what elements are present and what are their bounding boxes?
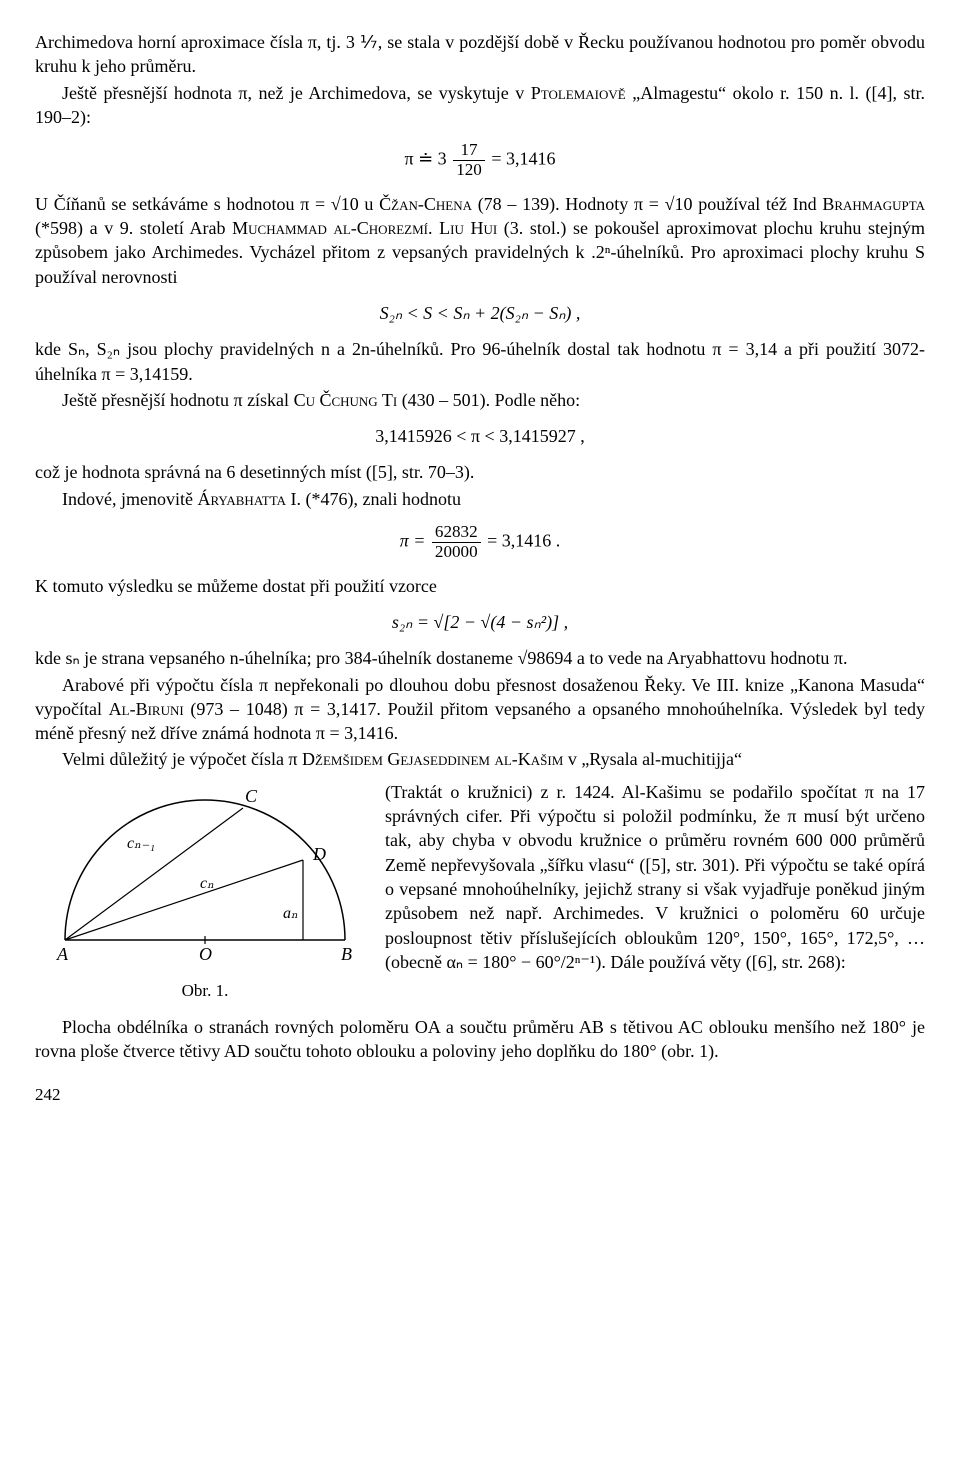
name-liu-hui: Liu Hui	[439, 218, 497, 238]
text: Indové, jmenovitě	[62, 489, 197, 509]
figure-1: A B C D O cₙ₋₁ cₙ aₙ Obr. 1.	[35, 780, 375, 1003]
para-8: K tomuto výsledku se můžeme dostat při p…	[35, 574, 925, 598]
eq-rhs: = 3,1416 .	[487, 530, 560, 550]
equation-5: s₂ₙ = √[2 − √(4 − sₙ²)] ,	[35, 610, 925, 634]
chord-ad	[65, 860, 303, 940]
numerator: 17	[453, 141, 485, 161]
name-ptolemaios: Ptolemaiově	[531, 83, 626, 103]
name-muchammad: Muchammad al-Chorezmí	[232, 218, 428, 238]
para-12: Plocha obdélníka o stranách rovných polo…	[35, 1015, 925, 1064]
page-number: 242	[35, 1084, 925, 1107]
chord-ac	[65, 808, 243, 940]
label-c: C	[245, 786, 258, 806]
equation-3: 3,1415926 < π < 3,1415927 ,	[35, 424, 925, 448]
name-al-kasim: Džemšidem Gejaseddinem al-Kašim	[302, 749, 563, 769]
figure-caption: Obr. 1.	[35, 980, 375, 1003]
name-cu-cchung-ti: Cu Čchung Ti	[294, 390, 398, 410]
text: Ještě přesnější hodnota π, než je Archim…	[62, 83, 531, 103]
para-6: což je hodnota správná na 6 desetinných …	[35, 460, 925, 484]
eq-rhs: = 3,1416	[491, 149, 555, 169]
numerator: 62832	[432, 523, 481, 543]
para-2: Ještě přesnější hodnota π, než je Archim…	[35, 81, 925, 130]
equation-2: S₂ₙ < S < Sₙ + 2(S₂ₙ − Sₙ) ,	[35, 301, 925, 325]
eq-text: s₂ₙ = √[2 − √(4 − sₙ²)] ,	[392, 612, 568, 632]
figure-with-text: A B C D O cₙ₋₁ cₙ aₙ Obr. 1. (Traktát o …	[35, 780, 925, 1003]
denominator: 120	[453, 161, 485, 180]
text: v „Rysala al-muchitijja“	[563, 749, 742, 769]
text: (*598) a v 9. století Arab	[35, 218, 232, 238]
para-10: Arabové při výpočtu čísla π nepřekonali …	[35, 673, 925, 746]
label-cn: cₙ	[200, 875, 214, 892]
name-al-biruni: Al-Biruni	[109, 699, 184, 719]
para-11-lead: Velmi důležitý je výpočet čísla π Džemši…	[35, 747, 925, 771]
text: Ještě přesnější hodnotu π získal	[62, 390, 294, 410]
figure-svg: A B C D O cₙ₋₁ cₙ aₙ	[45, 780, 365, 970]
label-d: D	[312, 844, 326, 864]
fraction: 17 120	[453, 141, 485, 180]
label-an: aₙ	[283, 905, 298, 922]
para-1: Archimedova horní aproximace čísla π, tj…	[35, 30, 925, 79]
fraction: 62832 20000	[432, 523, 481, 562]
wrapped-text: (Traktát o kružnici) z r. 1424. Al-Kašim…	[375, 780, 925, 976]
text: (78 – 139). Hodnoty π = √10 používal též…	[472, 194, 822, 214]
label-b: B	[341, 944, 352, 964]
name-aryabhatta: Áryabhatta	[197, 489, 286, 509]
para-11-wrap: (Traktát o kružnici) z r. 1424. Al-Kašim…	[385, 780, 925, 974]
text: (430 – 501). Podle něho:	[397, 390, 580, 410]
label-cn1: cₙ₋₁	[127, 835, 155, 852]
text: U Číňanů se setkáváme s hodnotou π = √10…	[35, 194, 379, 214]
text: I. (*476), znali hodnotu	[286, 489, 461, 509]
eq-lhs: π =	[400, 530, 430, 550]
para-7: Indové, jmenovitě Áryabhatta I. (*476), …	[35, 487, 925, 511]
text: Velmi důležitý je výpočet čísla π	[62, 749, 302, 769]
eq-lhs: π ≐ 3	[405, 149, 447, 169]
para-4: kde Sₙ, S₂ₙ jsou plochy pravidelných n a…	[35, 337, 925, 386]
equation-4: π = 62832 20000 = 3,1416 .	[35, 523, 925, 562]
label-a: A	[56, 944, 69, 964]
para-9: kde sₙ je strana vepsaného n-úhelníka; p…	[35, 646, 925, 670]
name-czan-chena: Čžan-Chena	[379, 194, 472, 214]
text: .	[428, 218, 439, 238]
para-5: Ještě přesnější hodnotu π získal Cu Čchu…	[35, 388, 925, 412]
eq-text: S₂ₙ < S < Sₙ + 2(S₂ₙ − Sₙ) ,	[380, 303, 581, 323]
equation-1: π ≐ 3 17 120 = 3,1416	[35, 141, 925, 180]
para-3: U Číňanů se setkáváme s hodnotou π = √10…	[35, 192, 925, 289]
name-brahmagupta: Brahmagupta	[822, 194, 925, 214]
denominator: 20000	[432, 543, 481, 562]
label-o: O	[199, 944, 212, 964]
